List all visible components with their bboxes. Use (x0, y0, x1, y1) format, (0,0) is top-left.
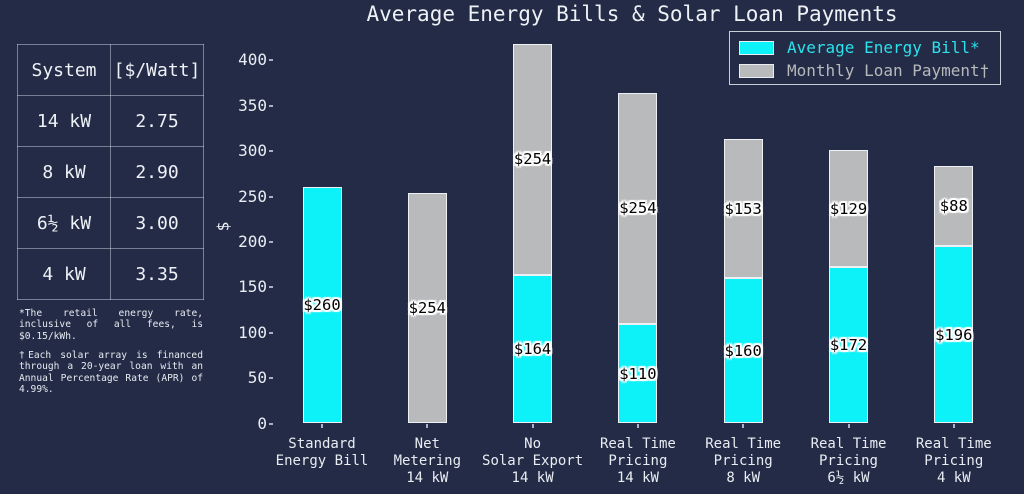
bar-segment-cyan (513, 274, 553, 424)
y-tick-label: 0 (257, 413, 267, 433)
y-axis-label: $ (213, 221, 233, 232)
table-cell: 2.75 (110, 95, 204, 147)
bar-segment-cyan (829, 267, 868, 424)
x-tick-mark (847, 424, 850, 428)
bar-value-label: $88 (939, 196, 968, 215)
bar-value-label: $254 (408, 299, 446, 318)
y-tick-mark (269, 286, 273, 289)
bar-segment-gray (829, 150, 868, 268)
table-cell: 6½ kW (17, 197, 111, 249)
x-tick-label: Real Time Pricing 14 kW (599, 436, 676, 486)
y-tick-label: 400 (238, 50, 267, 70)
table-row: 6½ kW 3.00 (17, 197, 204, 249)
y-tick-label: 250 (238, 186, 267, 206)
y-tick-mark (269, 195, 273, 198)
bar-segment-gray (618, 92, 658, 324)
bar-value-label: $196 (935, 325, 973, 344)
bar-segment-gray (723, 139, 763, 279)
y-tick-mark (269, 422, 273, 425)
legend-swatch-cyan (739, 40, 774, 55)
y-tick-label: 350 (238, 95, 267, 115)
table-cell: 3.00 (110, 197, 204, 249)
bar-value-label: $164 (513, 340, 552, 359)
bar-value-label: $129 (829, 199, 868, 218)
table-row: 8 kW 2.90 (17, 146, 204, 198)
x-tick-mark (426, 424, 429, 428)
legend-label-energy-bill: Average Energy Bill* (787, 38, 980, 57)
x-tick-label: Standard Energy Bill (275, 436, 369, 469)
bar-segment-cyan (302, 187, 342, 424)
x-tick-mark (531, 424, 534, 428)
chart-title: Average Energy Bills & Solar Loan Paymen… (366, 2, 898, 26)
bar-segment-cyan (618, 323, 658, 424)
y-tick-label: 200 (238, 231, 267, 251)
y-tick-label: 100 (238, 322, 267, 342)
x-tick-label: Real Time Pricing 8 kW (705, 436, 782, 486)
bar-segment-cyan (934, 245, 974, 424)
bar-value-label: $254 (619, 199, 657, 218)
footnote-energy-rate: *The retail energy rate, inclusive of al… (19, 308, 203, 342)
system-price-table: System [$/Watt] 14 kW 2.75 8 kW 2.90 6½ kW 3.00… (17, 44, 204, 300)
x-tick-mark (321, 424, 323, 428)
table-row: 4 kW 3.35 (17, 248, 204, 300)
table-header-cell: [$/Watt] (110, 44, 204, 96)
y-tick-mark (269, 59, 273, 62)
x-tick-label: Net Metering 14 kW (393, 436, 462, 486)
bar-segment-gray (513, 43, 553, 275)
legend-swatch-gray (739, 63, 774, 78)
table-header-row: System [$/Watt] (17, 44, 204, 96)
bar-value-label: $110 (619, 364, 657, 383)
table-cell: 8 kW (17, 146, 111, 198)
bar-value-label: $260 (303, 296, 341, 315)
bar-value-label: $254 (513, 150, 552, 169)
y-tick-label: 300 (238, 141, 267, 161)
bar-value-label: $160 (724, 341, 762, 360)
footnote-loan-terms: †Each solar array is financed through a … (19, 350, 203, 396)
y-tick-mark (269, 150, 273, 153)
table-row: 14 kW 2.75 (17, 95, 204, 147)
x-tick-label: Real Time Pricing 4 kW (915, 436, 992, 486)
legend-item-energy-bill: Average Energy Bill* (739, 36, 1000, 59)
x-tick-mark (742, 424, 745, 428)
table-cell: 3.35 (110, 248, 204, 300)
y-tick-label: 150 (238, 277, 267, 297)
x-tick-label: Real Time Pricing 6½ kW (810, 436, 887, 486)
bar-value-label: $153 (724, 199, 762, 218)
y-tick-mark (269, 104, 273, 107)
table-cell: 4 kW (17, 248, 111, 300)
y-tick-mark (269, 240, 273, 243)
bar-segment-gray (407, 192, 447, 424)
table-cell: 14 kW (17, 95, 111, 147)
bar-value-label: $172 (829, 336, 868, 355)
bar-segment-gray (934, 165, 974, 246)
table-cell: 2.90 (110, 146, 204, 198)
y-tick-label: 50 (247, 368, 267, 388)
legend: Average Energy Bill* Monthly Loan Paymen… (729, 31, 1001, 85)
x-tick-mark (952, 424, 955, 428)
y-tick-mark (269, 331, 273, 334)
legend-item-loan-payment: Monthly Loan Payment† (739, 59, 1000, 82)
legend-label-loan-payment: Monthly Loan Payment† (787, 61, 990, 80)
x-tick-mark (636, 424, 639, 428)
y-tick-mark (269, 377, 273, 380)
x-tick-label: No Solar Export 14 kW (482, 436, 584, 486)
bar-segment-cyan (723, 278, 763, 424)
table-header-cell: System (17, 44, 111, 96)
